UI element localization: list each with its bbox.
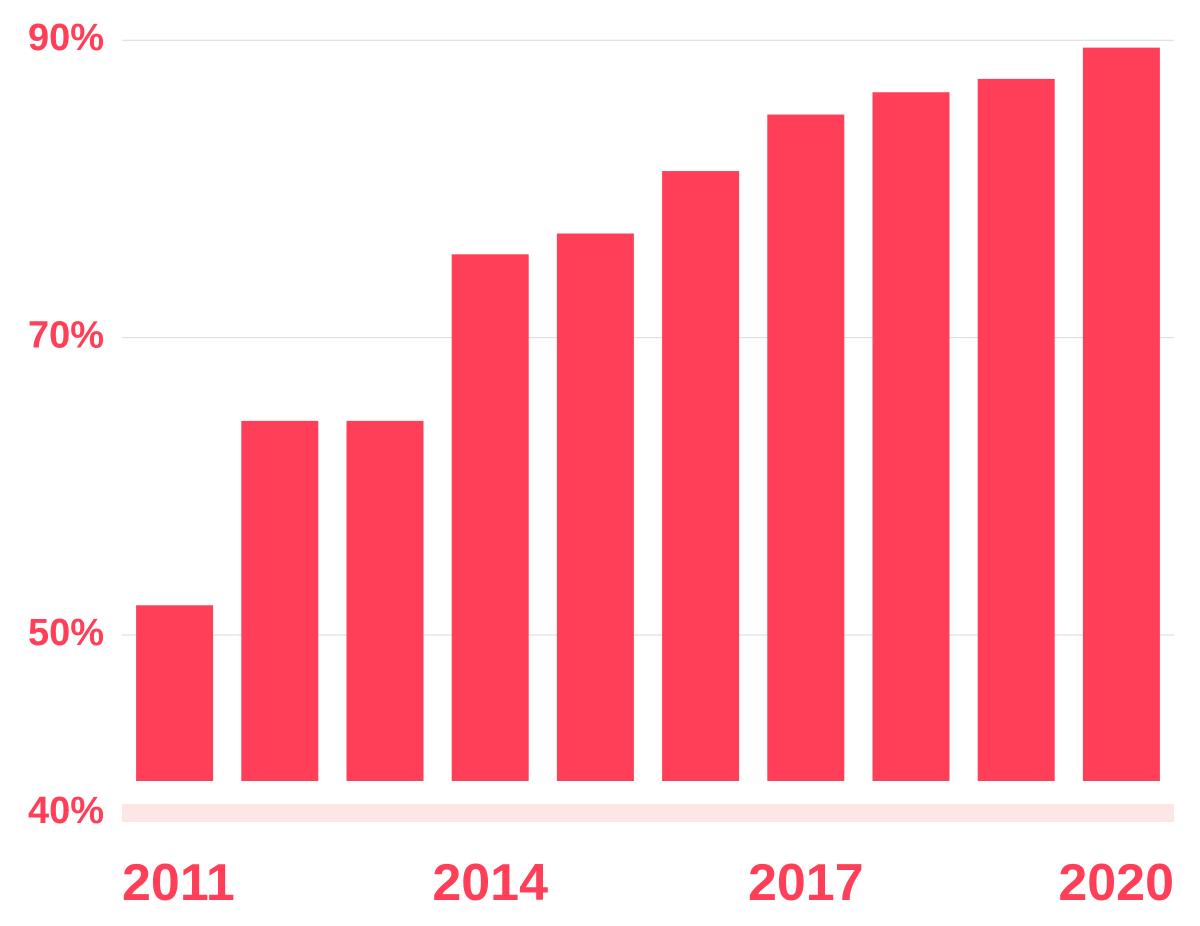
bars	[136, 47, 1160, 782]
y-tick-label: 90%	[28, 17, 104, 59]
bar-2020	[1082, 47, 1160, 781]
bar-2016	[662, 171, 740, 781]
bar-2013	[346, 420, 424, 781]
x-tick-label: 2014	[432, 854, 548, 912]
bar-2017	[767, 114, 845, 782]
bar-2014	[451, 254, 529, 781]
y-axis-tick-labels: 90% 70% 50% 40%	[28, 17, 104, 832]
bar-2019	[977, 78, 1055, 781]
bar-2011	[136, 605, 214, 781]
x-axis-tick-labels: 2011 2014 2017 2020	[122, 854, 1174, 912]
bar-2018	[872, 92, 950, 782]
bar-2012	[241, 420, 319, 781]
y-tick-label: 40%	[28, 790, 104, 832]
y-tick-label: 50%	[28, 612, 104, 654]
bar-2015	[556, 233, 634, 781]
x-tick-label: 2017	[748, 854, 864, 912]
x-tick-label: 2011	[122, 854, 235, 912]
baseline-band	[122, 804, 1174, 822]
y-tick-label: 70%	[28, 315, 104, 357]
x-tick-label: 2020	[1058, 854, 1174, 912]
